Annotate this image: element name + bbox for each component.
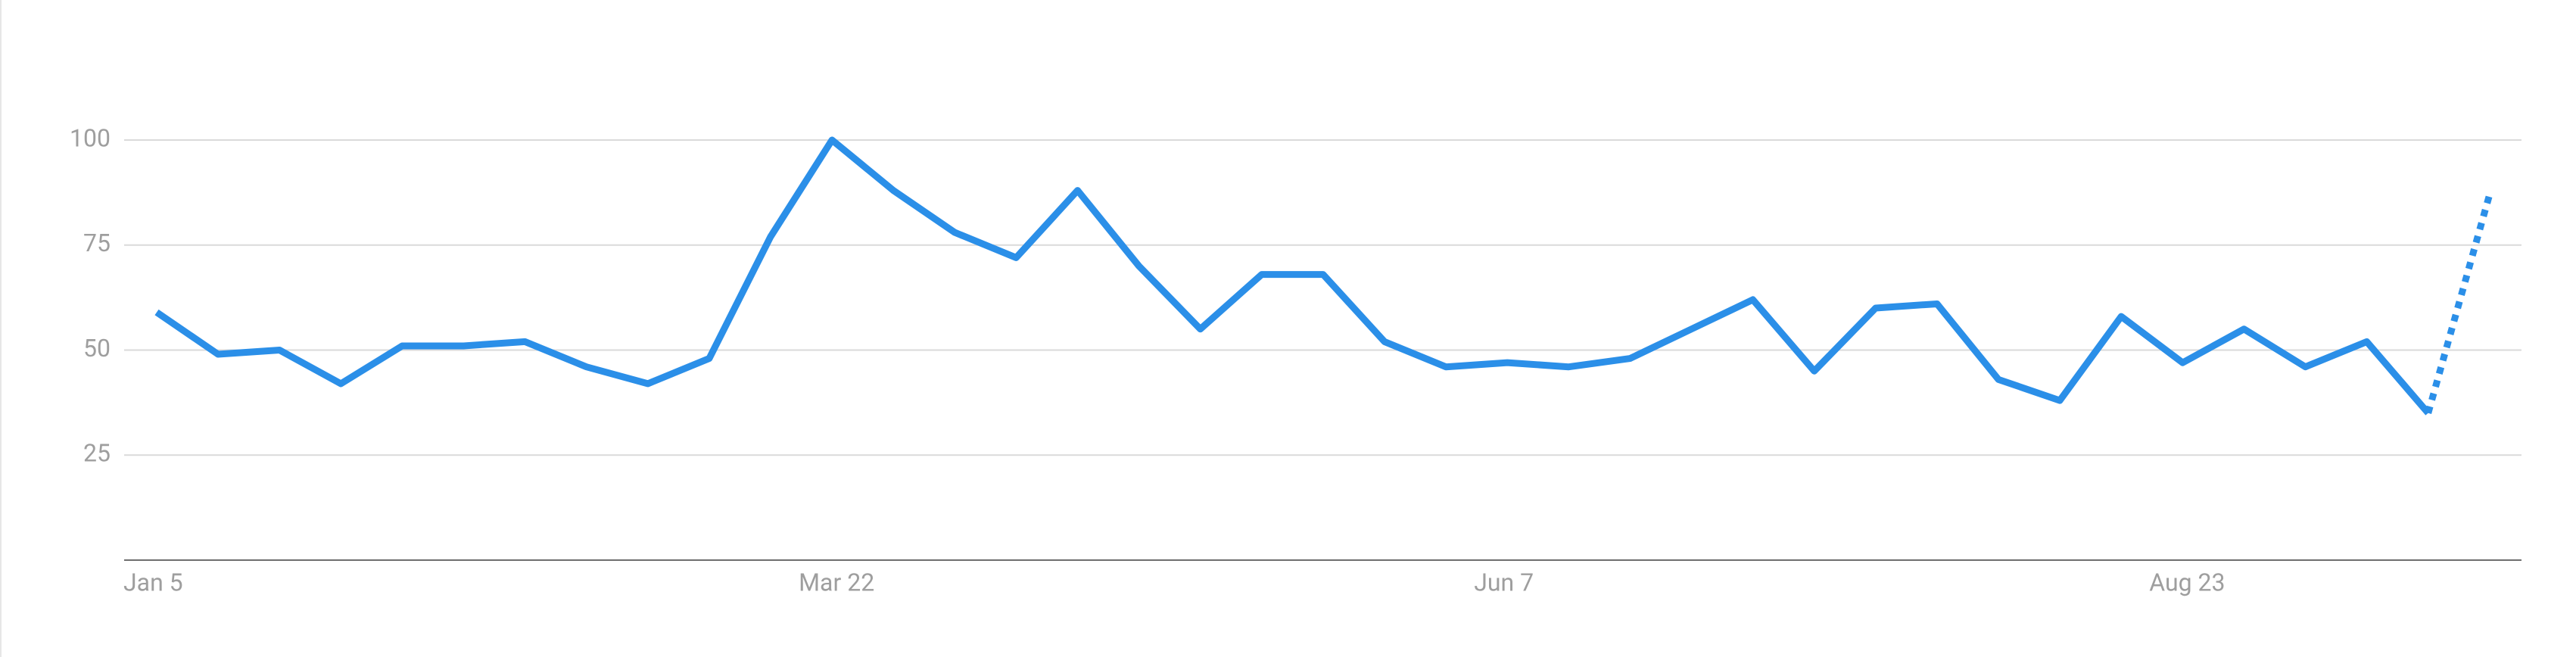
y-tick-label: 25	[83, 439, 111, 468]
x-tick-label: Aug 23	[2149, 568, 2225, 596]
x-tick-label: Mar 22	[799, 568, 874, 596]
trend-line	[154, 136, 2431, 416]
y-tick-label: 50	[83, 334, 111, 363]
y-tick-label: 75	[83, 229, 111, 257]
partial-trend-line	[2425, 193, 2493, 414]
x-tick-label: Jan 5	[123, 568, 183, 596]
x-tick-label: Jun 7	[1474, 568, 1534, 596]
y-tick-label: 100	[70, 123, 111, 152]
